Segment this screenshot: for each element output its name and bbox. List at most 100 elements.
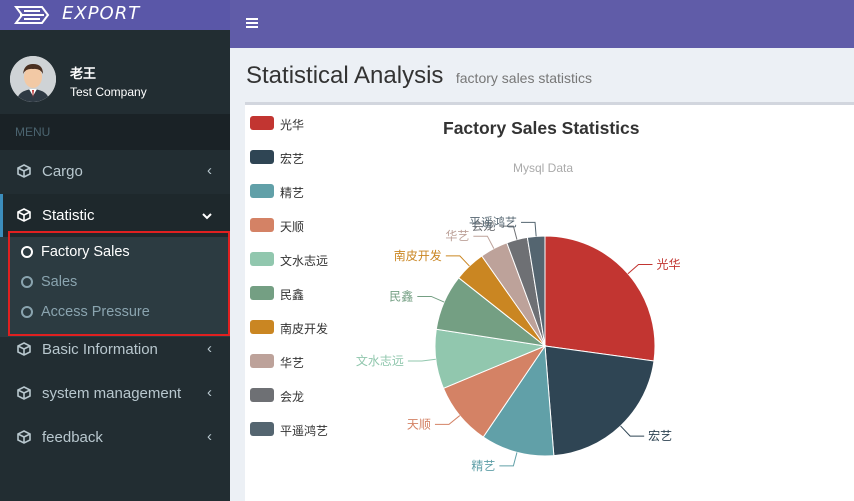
chevron-left-icon: ‹ [207, 162, 212, 179]
legend-swatch [250, 320, 274, 334]
pie-label-line [417, 295, 445, 303]
chevron-left-icon: ‹ [207, 428, 212, 445]
legend-label: 南皮开发 [280, 322, 329, 336]
pie-slice-label: 天顺 [407, 417, 431, 431]
legend-item[interactable]: 精艺 [250, 184, 340, 202]
logo-bar[interactable]: EXPORT [0, 0, 230, 30]
legend-label: 精艺 [280, 186, 305, 200]
pie-label-line [620, 425, 645, 437]
submenu-item-label: Access Pressure [41, 304, 150, 320]
submenu-item-label: Sales [41, 274, 78, 290]
nav-item-cargo[interactable]: Cargo ‹ [0, 150, 230, 194]
page-title: Statistical Analysis [246, 62, 444, 89]
pie-slice-label: 精艺 [471, 459, 495, 473]
pie-slice-label: 文水志远 [356, 353, 404, 368]
legend-item[interactable]: 天顺 [250, 218, 340, 236]
pie-slice-label: 华艺 [445, 229, 469, 243]
legend-label: 平遥鸿艺 [280, 424, 329, 438]
pie-label-line [499, 452, 518, 467]
nav-item-basic-information[interactable]: Basic Information ‹ [0, 328, 230, 372]
legend-item[interactable]: 平遥鸿艺 [250, 422, 340, 440]
chevron-left-icon: ‹ [207, 340, 212, 357]
user-name: 老王 [70, 66, 97, 81]
legend-item[interactable]: 文水志远 [250, 252, 340, 270]
nav-item-label: system management [42, 385, 182, 402]
nav-item-label: Statistic [42, 207, 95, 224]
chevron-left-icon: ‹ [207, 384, 212, 401]
page-subtitle: factory sales statistics [455, 70, 593, 86]
cube-icon [17, 342, 31, 356]
nav-item-label: Basic Information [42, 341, 158, 358]
legend-label: 文水志远 [280, 254, 329, 268]
legend-label: 天顺 [280, 220, 305, 234]
pie-label-line [407, 358, 436, 362]
pie-slice[interactable] [544, 345, 655, 457]
sidebar: EXPORT 老王 Test Company MENU Cargo ‹ [0, 0, 230, 501]
nav-item-system-management[interactable]: system management ‹ [0, 372, 230, 416]
legend-swatch [250, 252, 274, 266]
legend-swatch [250, 286, 274, 300]
nav-item-label: Cargo [42, 163, 83, 180]
cube-icon [17, 164, 31, 178]
topbar [230, 0, 854, 48]
legend-swatch [250, 184, 274, 198]
legend-item[interactable]: 会龙 [250, 388, 340, 406]
submenu-item-access-pressure[interactable]: Access Pressure [0, 298, 230, 328]
nav-item-feedback[interactable]: feedback ‹ [0, 416, 230, 460]
hamburger-menu-icon[interactable] [245, 16, 259, 30]
legend-swatch [250, 388, 274, 402]
logo-text: EXPORT [62, 3, 141, 24]
chart-subtitle: Mysql Data [513, 161, 574, 175]
legend-label: 宏艺 [280, 152, 305, 166]
legend-item[interactable]: 宏艺 [250, 150, 340, 168]
legend-item[interactable]: 南皮开发 [250, 320, 340, 338]
circle-icon [21, 306, 33, 318]
pie-label-line [627, 264, 653, 275]
legend-swatch [250, 150, 274, 164]
avatar-image [10, 56, 56, 102]
pie-slice-label: 光华 [656, 258, 680, 272]
nav-item-statistic[interactable]: Statistic [0, 194, 230, 238]
submenu-item-sales[interactable]: Sales [0, 268, 230, 298]
pie-label-line [445, 255, 470, 267]
submenu-item-label: Factory Sales [41, 244, 130, 260]
menu-header: MENU [0, 114, 230, 150]
content-header: Statistical Analysis factory sales stati… [246, 62, 592, 90]
user-company: Test Company [70, 85, 147, 99]
legend-label: 会龙 [280, 390, 305, 404]
pie-slice-label: 民鑫 [389, 288, 413, 303]
pie-slice-label: 宏艺 [648, 428, 672, 443]
circle-icon [21, 246, 33, 258]
legend-label: 光华 [280, 118, 305, 132]
chart-title: Factory Sales Statistics [443, 118, 640, 138]
pie-label-line [499, 225, 518, 240]
pie-slice-label: 会龙 [471, 219, 495, 233]
pie-slice[interactable] [526, 235, 546, 347]
legend-item[interactable]: 华艺 [250, 354, 340, 372]
legend-item[interactable]: 民鑫 [250, 286, 340, 304]
pie-slice[interactable] [482, 344, 555, 457]
circle-icon [21, 276, 33, 288]
legend-swatch [250, 354, 274, 368]
user-panel: 老王 Test Company [0, 30, 230, 114]
pie-slice-label: 南皮开发 [394, 248, 442, 263]
legend-item[interactable]: 光华 [250, 116, 340, 134]
pie-label-line [434, 415, 461, 425]
cube-icon [17, 430, 31, 444]
legend-swatch [250, 422, 274, 436]
pie-label-line [473, 235, 495, 249]
legend-label: 民鑫 [280, 288, 305, 302]
pie-slice[interactable] [544, 235, 656, 362]
logo-icon [14, 6, 50, 24]
pie-label-line [521, 221, 537, 237]
legend-swatch [250, 218, 274, 232]
submenu-item-factory-sales[interactable]: Factory Sales [0, 238, 230, 268]
legend-label: 华艺 [280, 356, 305, 370]
pie-slice-label: 平遥鸿艺 [469, 215, 517, 229]
statistic-submenu: Factory Sales Sales Access Pressure [0, 237, 230, 337]
avatar[interactable] [10, 56, 56, 102]
nav-item-label: feedback [42, 429, 103, 446]
cube-icon [17, 208, 31, 222]
cube-icon [17, 386, 31, 400]
